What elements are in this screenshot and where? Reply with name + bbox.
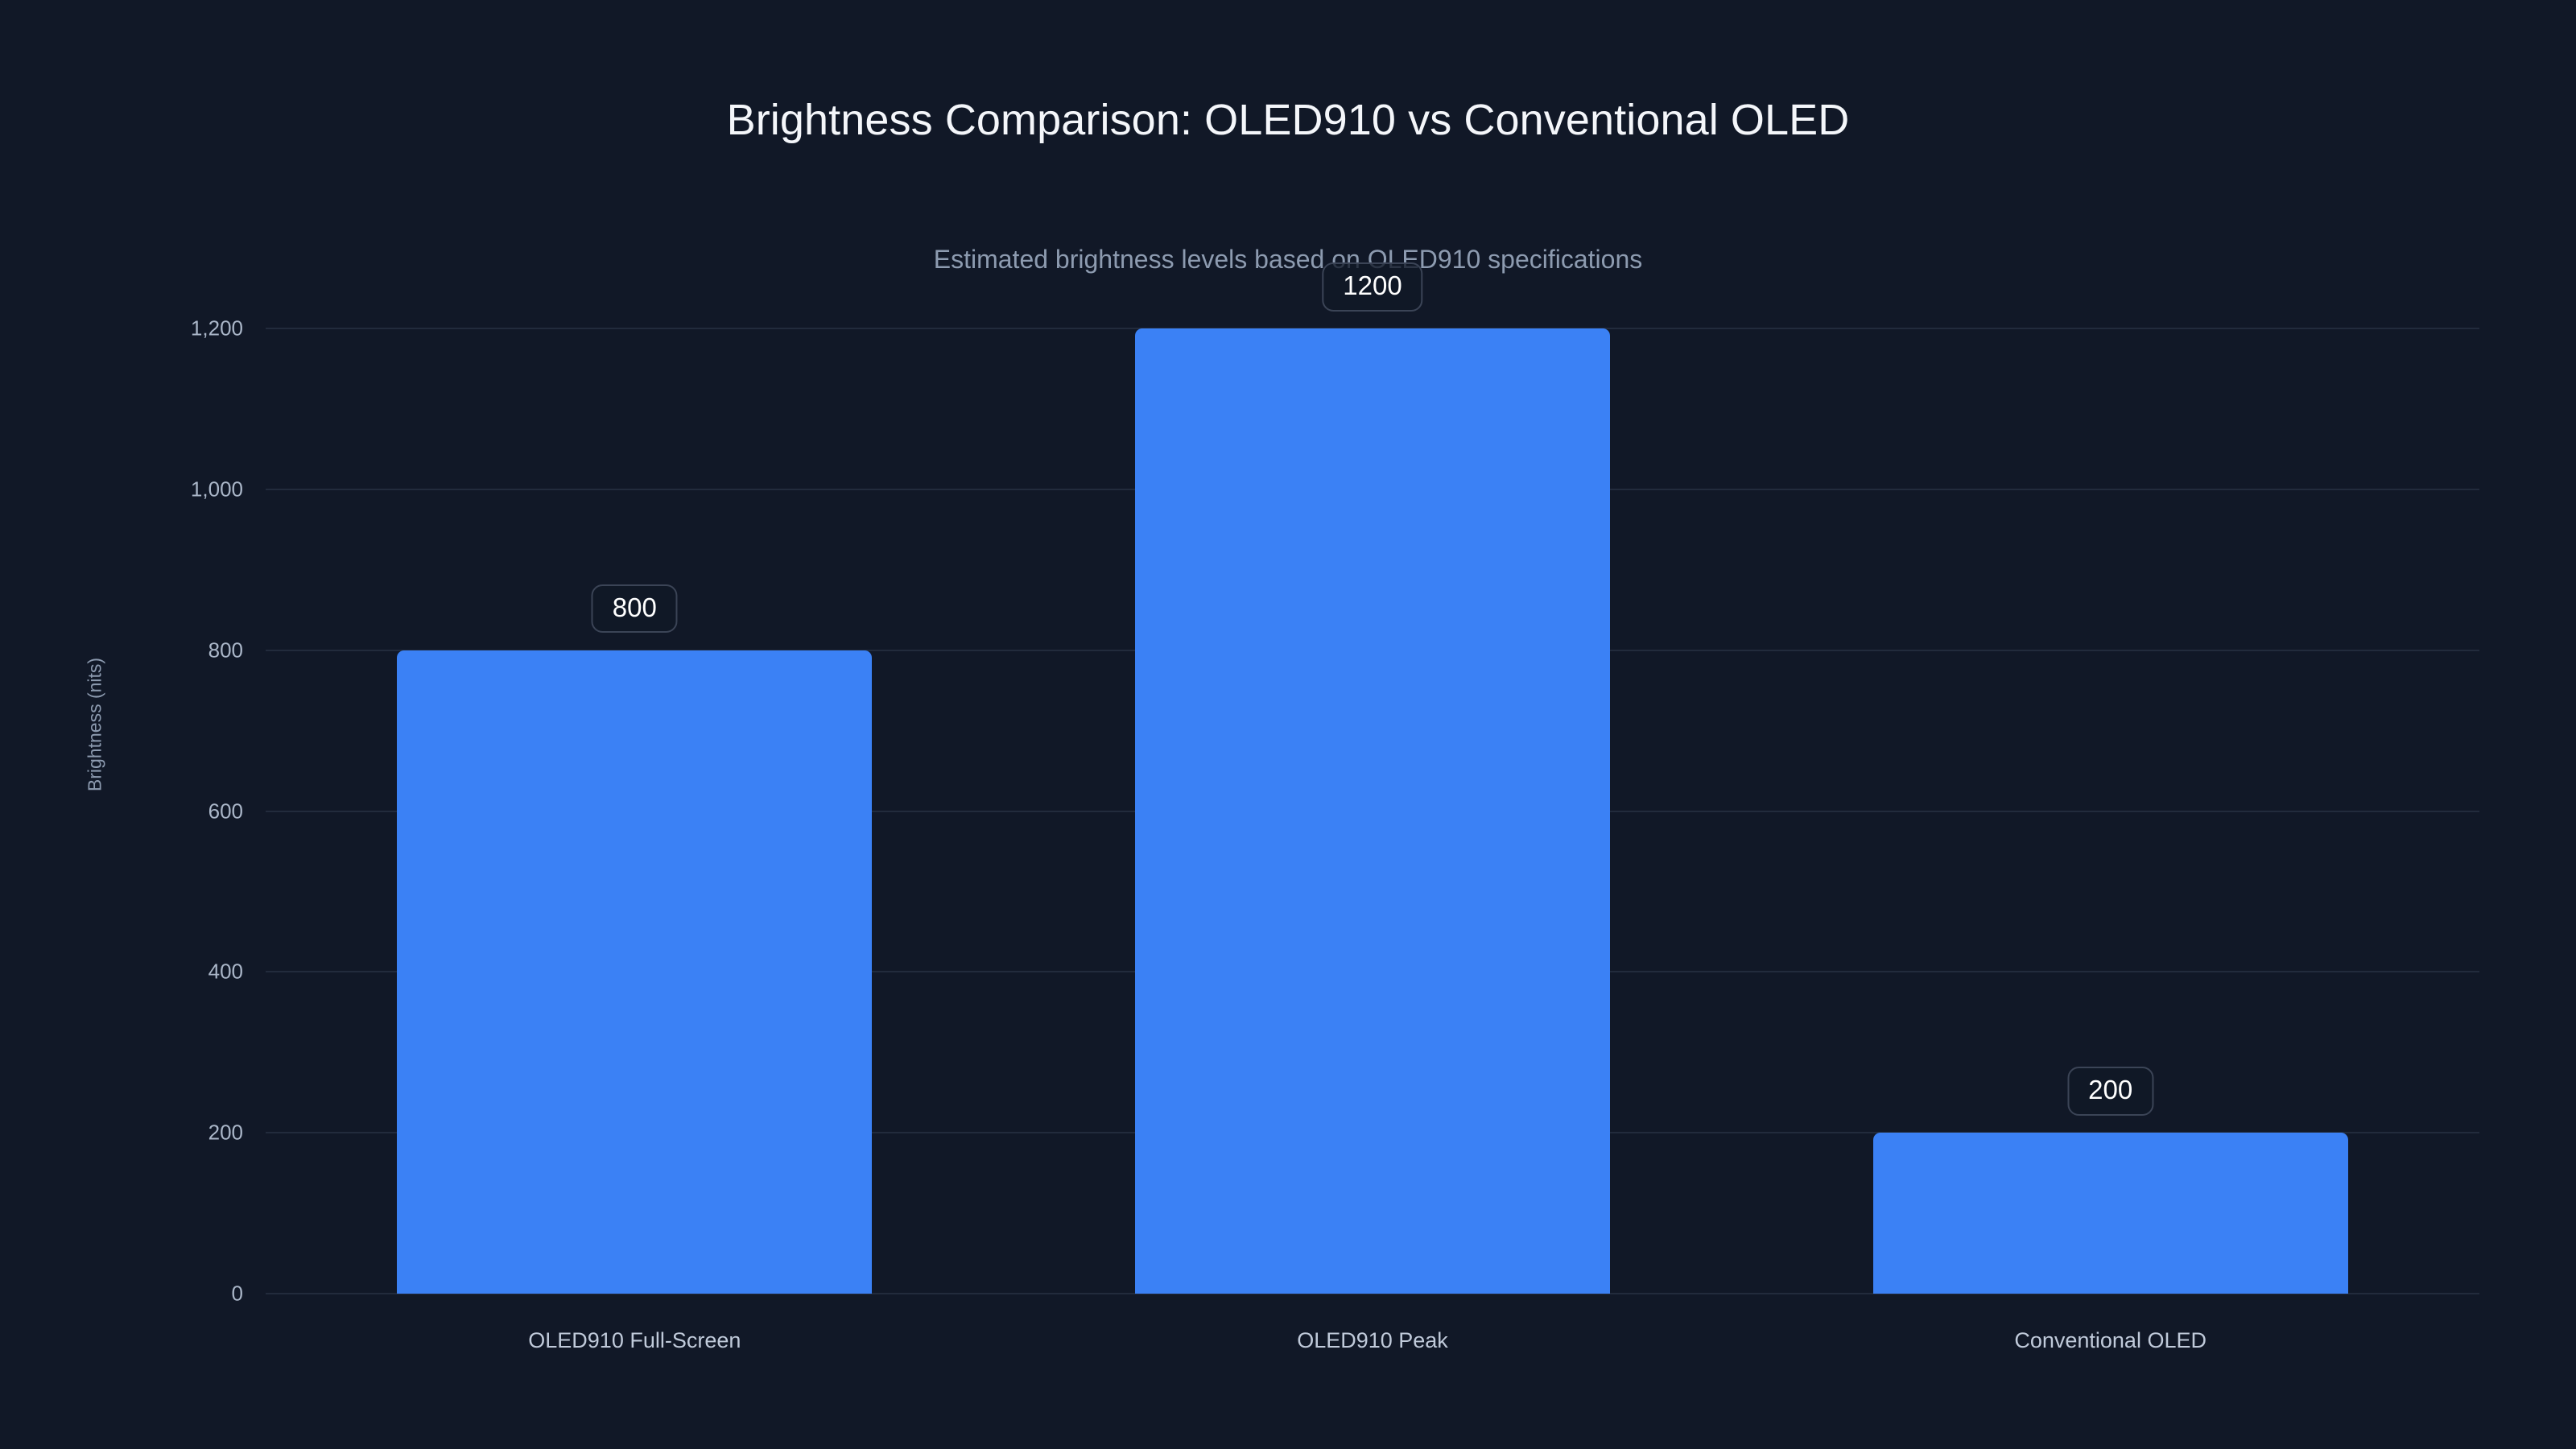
y-axis-tick-label: 0 xyxy=(231,1281,243,1306)
chart-title: Brightness Comparison: OLED910 vs Conven… xyxy=(726,96,1850,144)
bar-value-label: 1200 xyxy=(1322,262,1423,312)
axis-baseline xyxy=(266,1293,2479,1294)
bar-value-label: 200 xyxy=(2067,1067,2154,1116)
y-axis-tick-label: 800 xyxy=(208,638,243,663)
y-axis-title: Brightness (nits) xyxy=(84,657,105,792)
x-axis-category-label: Conventional OLED xyxy=(2014,1328,2207,1352)
y-axis-tick-label: 1,200 xyxy=(190,316,243,341)
y-axis-tick-label: 400 xyxy=(208,959,243,984)
x-axis-category-label: OLED910 Peak xyxy=(1297,1328,1448,1352)
y-axis-tick-label: 1,000 xyxy=(190,477,243,502)
bar[interactable] xyxy=(397,650,873,1294)
x-axis-category-label: OLED910 Full-Screen xyxy=(528,1328,741,1352)
y-axis-tick-label: 200 xyxy=(208,1120,243,1145)
chart-subtitle: Estimated brightness levels based on OLE… xyxy=(933,245,1643,274)
bar-value-label: 800 xyxy=(591,584,678,634)
bar[interactable] xyxy=(1872,1133,2348,1294)
bar[interactable] xyxy=(1135,328,1610,1294)
plot-area xyxy=(266,328,2479,1294)
y-axis-tick-label: 600 xyxy=(208,799,243,823)
